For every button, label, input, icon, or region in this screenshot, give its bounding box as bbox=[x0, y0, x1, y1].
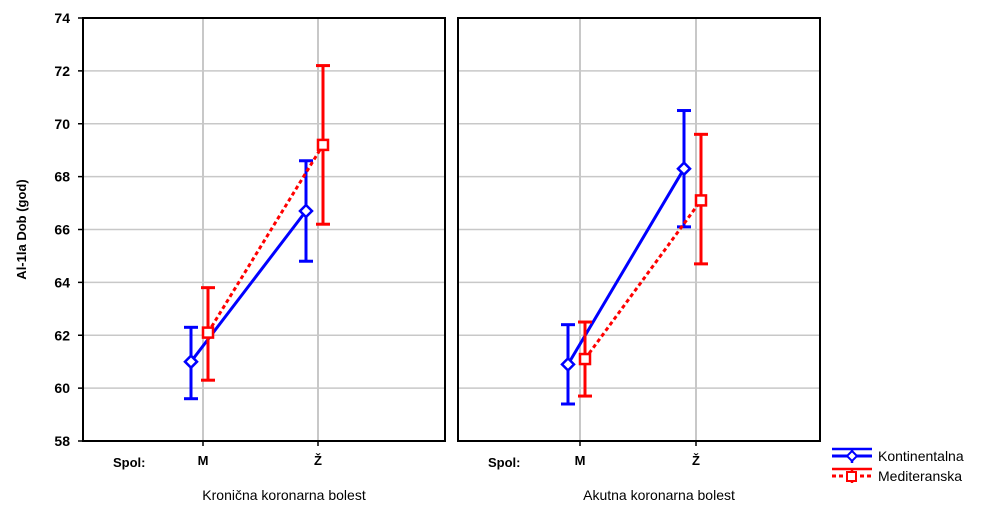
y-tick-label: 58 bbox=[54, 433, 70, 449]
panel-frame bbox=[457, 17, 821, 442]
data-point-diamond bbox=[183, 353, 199, 370]
x-tick-label: Ž bbox=[314, 453, 322, 468]
series-line bbox=[566, 167, 686, 366]
series-line bbox=[583, 199, 703, 360]
y-axis-label: Al-1la Dob (god) bbox=[14, 179, 29, 279]
y-tick-label: 70 bbox=[54, 116, 70, 132]
legend-marker-square bbox=[846, 471, 857, 482]
y-tick-label: 74 bbox=[54, 10, 70, 26]
legend-marker-diamond bbox=[845, 449, 859, 463]
data-point-square bbox=[201, 326, 215, 339]
x-factor-label: Spol: bbox=[113, 455, 146, 470]
data-point-diamond bbox=[560, 356, 576, 373]
y-tick-label: 64 bbox=[54, 274, 70, 290]
legend-label: Mediteranska bbox=[878, 468, 962, 484]
y-tick-label: 66 bbox=[54, 222, 70, 238]
y-tick-label: 68 bbox=[54, 169, 70, 185]
data-point-diamond bbox=[298, 203, 314, 219]
x-axis-label: Kronična koronarna bolest bbox=[202, 487, 366, 503]
x-axis-label: Akutna koronarna bolest bbox=[583, 487, 735, 503]
y-tick-label: 60 bbox=[54, 380, 70, 396]
x-tick-label: Ž bbox=[692, 453, 700, 468]
x-tick-label: M bbox=[198, 453, 209, 468]
y-tick-label: 62 bbox=[54, 327, 70, 343]
data-point-square bbox=[694, 194, 708, 207]
y-tick-label: 72 bbox=[54, 63, 70, 79]
data-point-diamond bbox=[676, 160, 692, 177]
series-line bbox=[206, 144, 325, 334]
x-factor-label: Spol: bbox=[488, 455, 521, 470]
legend-label: Kontinentalna bbox=[878, 448, 964, 464]
x-tick-label: M bbox=[575, 453, 586, 468]
panel-frame bbox=[82, 17, 446, 442]
data-point-square bbox=[578, 352, 592, 366]
data-point-square bbox=[316, 138, 330, 152]
